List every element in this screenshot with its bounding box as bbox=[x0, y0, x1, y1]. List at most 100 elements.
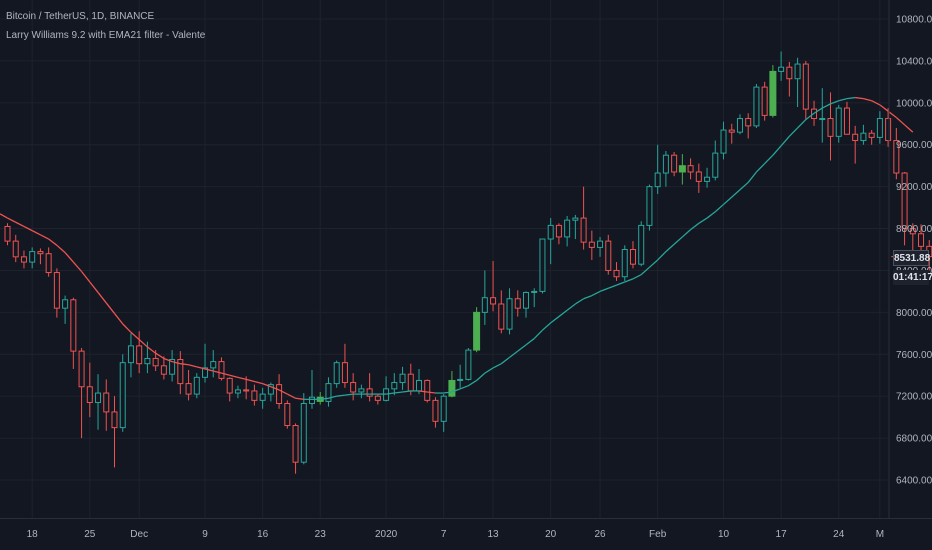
candle-body bbox=[416, 379, 422, 392]
candle-body bbox=[218, 361, 225, 379]
ema21-segment bbox=[246, 378, 255, 383]
time-tick-label: 9 bbox=[202, 529, 208, 540]
time-tick-label: 10 bbox=[718, 529, 730, 540]
ema21-segment bbox=[673, 236, 683, 245]
candle-body bbox=[588, 241, 595, 248]
candle-body bbox=[522, 291, 529, 309]
candle-body bbox=[300, 403, 307, 463]
last-price-label: 8531.88 bbox=[893, 250, 930, 266]
candle-body bbox=[695, 171, 702, 182]
ema21-segment bbox=[262, 383, 272, 388]
candle bbox=[852, 125, 859, 164]
candle-body bbox=[70, 299, 77, 352]
candle-body bbox=[4, 225, 11, 242]
candle-body bbox=[202, 367, 209, 378]
candle bbox=[119, 354, 126, 432]
ema21-segment bbox=[731, 189, 741, 198]
candle-body bbox=[111, 411, 118, 429]
candle bbox=[885, 108, 892, 147]
candle-body bbox=[876, 118, 883, 138]
candle bbox=[53, 268, 60, 318]
candle bbox=[802, 60, 809, 120]
ema21-segment bbox=[517, 344, 527, 352]
candle bbox=[391, 373, 398, 396]
ema21-segment bbox=[171, 360, 181, 365]
candle bbox=[448, 371, 456, 398]
ema21-segment bbox=[254, 380, 263, 385]
candle bbox=[572, 214, 579, 240]
ema21-segment bbox=[229, 374, 239, 378]
candle bbox=[325, 377, 332, 407]
price-tick-label: 9200.00 bbox=[896, 182, 932, 193]
candle bbox=[177, 351, 184, 395]
candle-body bbox=[20, 256, 27, 263]
candle-body bbox=[350, 382, 357, 393]
ema21-segment bbox=[706, 211, 716, 219]
candle-body bbox=[45, 253, 52, 274]
candle-body bbox=[490, 297, 497, 305]
candle-body bbox=[177, 359, 184, 385]
time-axis[interactable]: 18 25 Dec 9 16 23 2020 7 13 20 26 Feb 10 17 24 M bbox=[27, 529, 884, 540]
time-tick-label: 13 bbox=[488, 529, 500, 540]
ema21-segment bbox=[583, 294, 593, 300]
ema21-segment bbox=[64, 252, 74, 263]
candle-body bbox=[103, 392, 110, 413]
candle bbox=[695, 163, 702, 193]
candle-body bbox=[564, 219, 571, 238]
ema21-segment bbox=[89, 281, 99, 293]
candle bbox=[761, 81, 768, 121]
candle-body bbox=[152, 357, 159, 367]
candle-body bbox=[127, 345, 134, 364]
candle-body bbox=[29, 251, 36, 263]
candle-body bbox=[605, 240, 612, 271]
candle-body bbox=[144, 357, 151, 365]
ema21-segment bbox=[320, 397, 329, 400]
ema21-segment bbox=[113, 313, 124, 325]
candle bbox=[481, 270, 488, 325]
candle bbox=[350, 373, 357, 401]
ema21-segment bbox=[632, 274, 642, 280]
candle-body bbox=[720, 129, 727, 154]
candle-body bbox=[687, 165, 694, 173]
ema21-segment bbox=[830, 100, 839, 105]
ema21-segment bbox=[855, 96, 864, 100]
candle bbox=[136, 331, 143, 374]
candle-body bbox=[835, 107, 842, 137]
candle bbox=[169, 350, 176, 382]
ema21-segment bbox=[533, 329, 543, 340]
ema21-segment bbox=[344, 393, 354, 396]
ema21-segment bbox=[788, 127, 799, 137]
indicator-title[interactable]: Larry Williams 9.2 with EMA21 filter - V… bbox=[6, 30, 206, 41]
ema21-segment bbox=[575, 298, 584, 305]
candle bbox=[366, 373, 373, 402]
ema21-segment bbox=[871, 100, 881, 106]
candle-body bbox=[325, 383, 332, 402]
candle bbox=[597, 236, 604, 257]
bar-countdown-label: 01:41:17 bbox=[893, 270, 932, 285]
candle-body bbox=[778, 66, 785, 72]
time-tick-label: 16 bbox=[257, 529, 269, 540]
ema21-segment bbox=[385, 392, 395, 395]
candle bbox=[300, 393, 307, 465]
ema21-segment bbox=[591, 290, 601, 297]
ema21-segment bbox=[608, 284, 617, 289]
candle-body bbox=[399, 373, 406, 384]
candle bbox=[843, 101, 850, 135]
ema21-segment bbox=[476, 372, 486, 381]
candle bbox=[605, 234, 612, 275]
ema21-segment bbox=[904, 124, 914, 133]
candle bbox=[720, 121, 727, 160]
candle-body bbox=[160, 365, 167, 375]
price-axis[interactable]: 10800.00 10400.00 10000.00 9600.00 9200.00 88… bbox=[896, 15, 932, 487]
candle bbox=[440, 394, 447, 432]
ema21-segment bbox=[97, 292, 107, 304]
candle-body bbox=[514, 298, 521, 309]
candle-body bbox=[539, 238, 546, 292]
ema21-segment bbox=[0, 213, 8, 219]
candle bbox=[111, 396, 118, 468]
candle-body bbox=[728, 129, 735, 133]
candle bbox=[309, 369, 316, 409]
signal-candle-body bbox=[678, 165, 686, 173]
